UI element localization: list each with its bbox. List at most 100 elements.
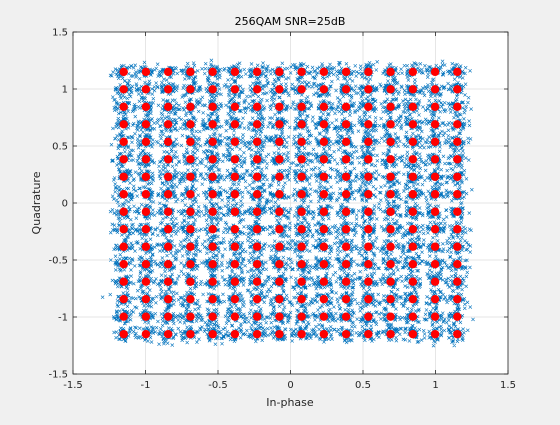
constellation-point: [230, 172, 240, 181]
constellation-point: [230, 102, 240, 112]
constellation-point: [408, 329, 418, 339]
constellation-point: [364, 102, 373, 112]
constellation-point: [141, 277, 151, 286]
constellation-point: [208, 120, 217, 129]
constellation-point: [453, 277, 462, 286]
constellation-point: [186, 312, 195, 321]
constellation-point: [408, 225, 418, 234]
constellation-point: [319, 172, 329, 181]
y-axis-label: Quadrature: [30, 171, 43, 234]
constellation-point: [208, 207, 217, 216]
constellation-point: [119, 67, 128, 77]
constellation-point: [341, 85, 351, 94]
constellation-point: [319, 67, 329, 77]
constellation-point: [141, 120, 151, 129]
constellation-point: [208, 67, 217, 77]
constellation-point: [430, 312, 440, 321]
constellation-point: [230, 190, 240, 199]
constellation-point: [208, 137, 217, 146]
constellation-point: [430, 277, 440, 286]
constellation-point: [119, 294, 128, 304]
constellation-point: [119, 137, 128, 146]
y-tick-label: 0.5: [52, 142, 68, 153]
constellation-point: [453, 102, 462, 112]
constellation-point: [319, 190, 329, 199]
constellation-point: [230, 67, 240, 77]
constellation-point: [230, 260, 240, 269]
constellation-point: [119, 329, 128, 339]
constellation-point: [430, 85, 440, 94]
constellation-point: [341, 120, 351, 129]
constellation-point: [319, 155, 329, 164]
constellation-point: [386, 172, 395, 181]
constellation-point: [297, 67, 306, 77]
constellation-point: [119, 242, 128, 251]
constellation-point: [408, 67, 418, 77]
constellation-point: [141, 155, 151, 164]
constellation-point: [275, 207, 284, 216]
constellation-point: [119, 207, 128, 216]
constellation-point: [408, 242, 418, 251]
constellation-point: [386, 67, 395, 77]
constellation-point: [186, 190, 195, 199]
x-tick-label: 1.5: [500, 380, 516, 391]
constellation-point: [319, 329, 329, 339]
constellation-point: [319, 85, 329, 94]
constellation-point: [252, 329, 262, 339]
y-axis-ticks: -1.5 -1 -0.5 0 0.5 1 1.5: [48, 28, 508, 381]
constellation-point: [186, 120, 195, 129]
constellation-point: [208, 294, 217, 304]
constellation-point: [230, 155, 240, 164]
constellation-point: [430, 67, 440, 77]
constellation-point: [275, 67, 284, 77]
constellation-point: [341, 225, 351, 234]
constellation-point: [453, 260, 462, 269]
constellation-point: [364, 120, 373, 129]
constellation-point: [119, 190, 128, 199]
constellation-point: [297, 102, 306, 112]
constellation-point: [275, 312, 284, 321]
constellation-point: [364, 242, 373, 251]
constellation-point: [297, 190, 306, 199]
constellation-point: [230, 85, 240, 94]
constellation-point: [252, 67, 262, 77]
constellation-point: [430, 102, 440, 112]
y-tick-label: 1: [62, 85, 68, 96]
constellation-point: [386, 102, 395, 112]
constellation-point: [408, 172, 418, 181]
y-tick-label: -1: [58, 313, 68, 324]
constellation-point: [364, 294, 373, 304]
constellation-point: [341, 67, 351, 77]
constellation-point: [141, 294, 151, 304]
constellation-point: [453, 172, 462, 181]
constellation-point: [119, 277, 128, 286]
constellation-point: [163, 277, 173, 286]
constellation-point: [186, 225, 195, 234]
constellation-point: [319, 294, 329, 304]
y-tick-label: 1.5: [52, 28, 68, 39]
constellation-point: [408, 260, 418, 269]
constellation-point: [453, 329, 462, 339]
constellation-point: [297, 277, 306, 286]
constellation-point: [163, 67, 173, 77]
constellation-point: [186, 260, 195, 269]
constellation-point: [119, 172, 128, 181]
constellation-point: [453, 85, 462, 94]
constellation-point: [275, 242, 284, 251]
constellation-point: [252, 85, 262, 94]
constellation-point: [230, 312, 240, 321]
constellation-point: [453, 312, 462, 321]
constellation-point: [364, 277, 373, 286]
constellation-point: [252, 277, 262, 286]
constellation-point: [386, 277, 395, 286]
constellation-point: [163, 137, 173, 146]
constellation-point: [364, 260, 373, 269]
constellation-point: [297, 85, 306, 94]
constellation-point: [364, 225, 373, 234]
constellation-point: [430, 137, 440, 146]
constellation-point: [453, 225, 462, 234]
constellation-point: [453, 155, 462, 164]
constellation-point: [453, 207, 462, 216]
constellation-point: [430, 155, 440, 164]
